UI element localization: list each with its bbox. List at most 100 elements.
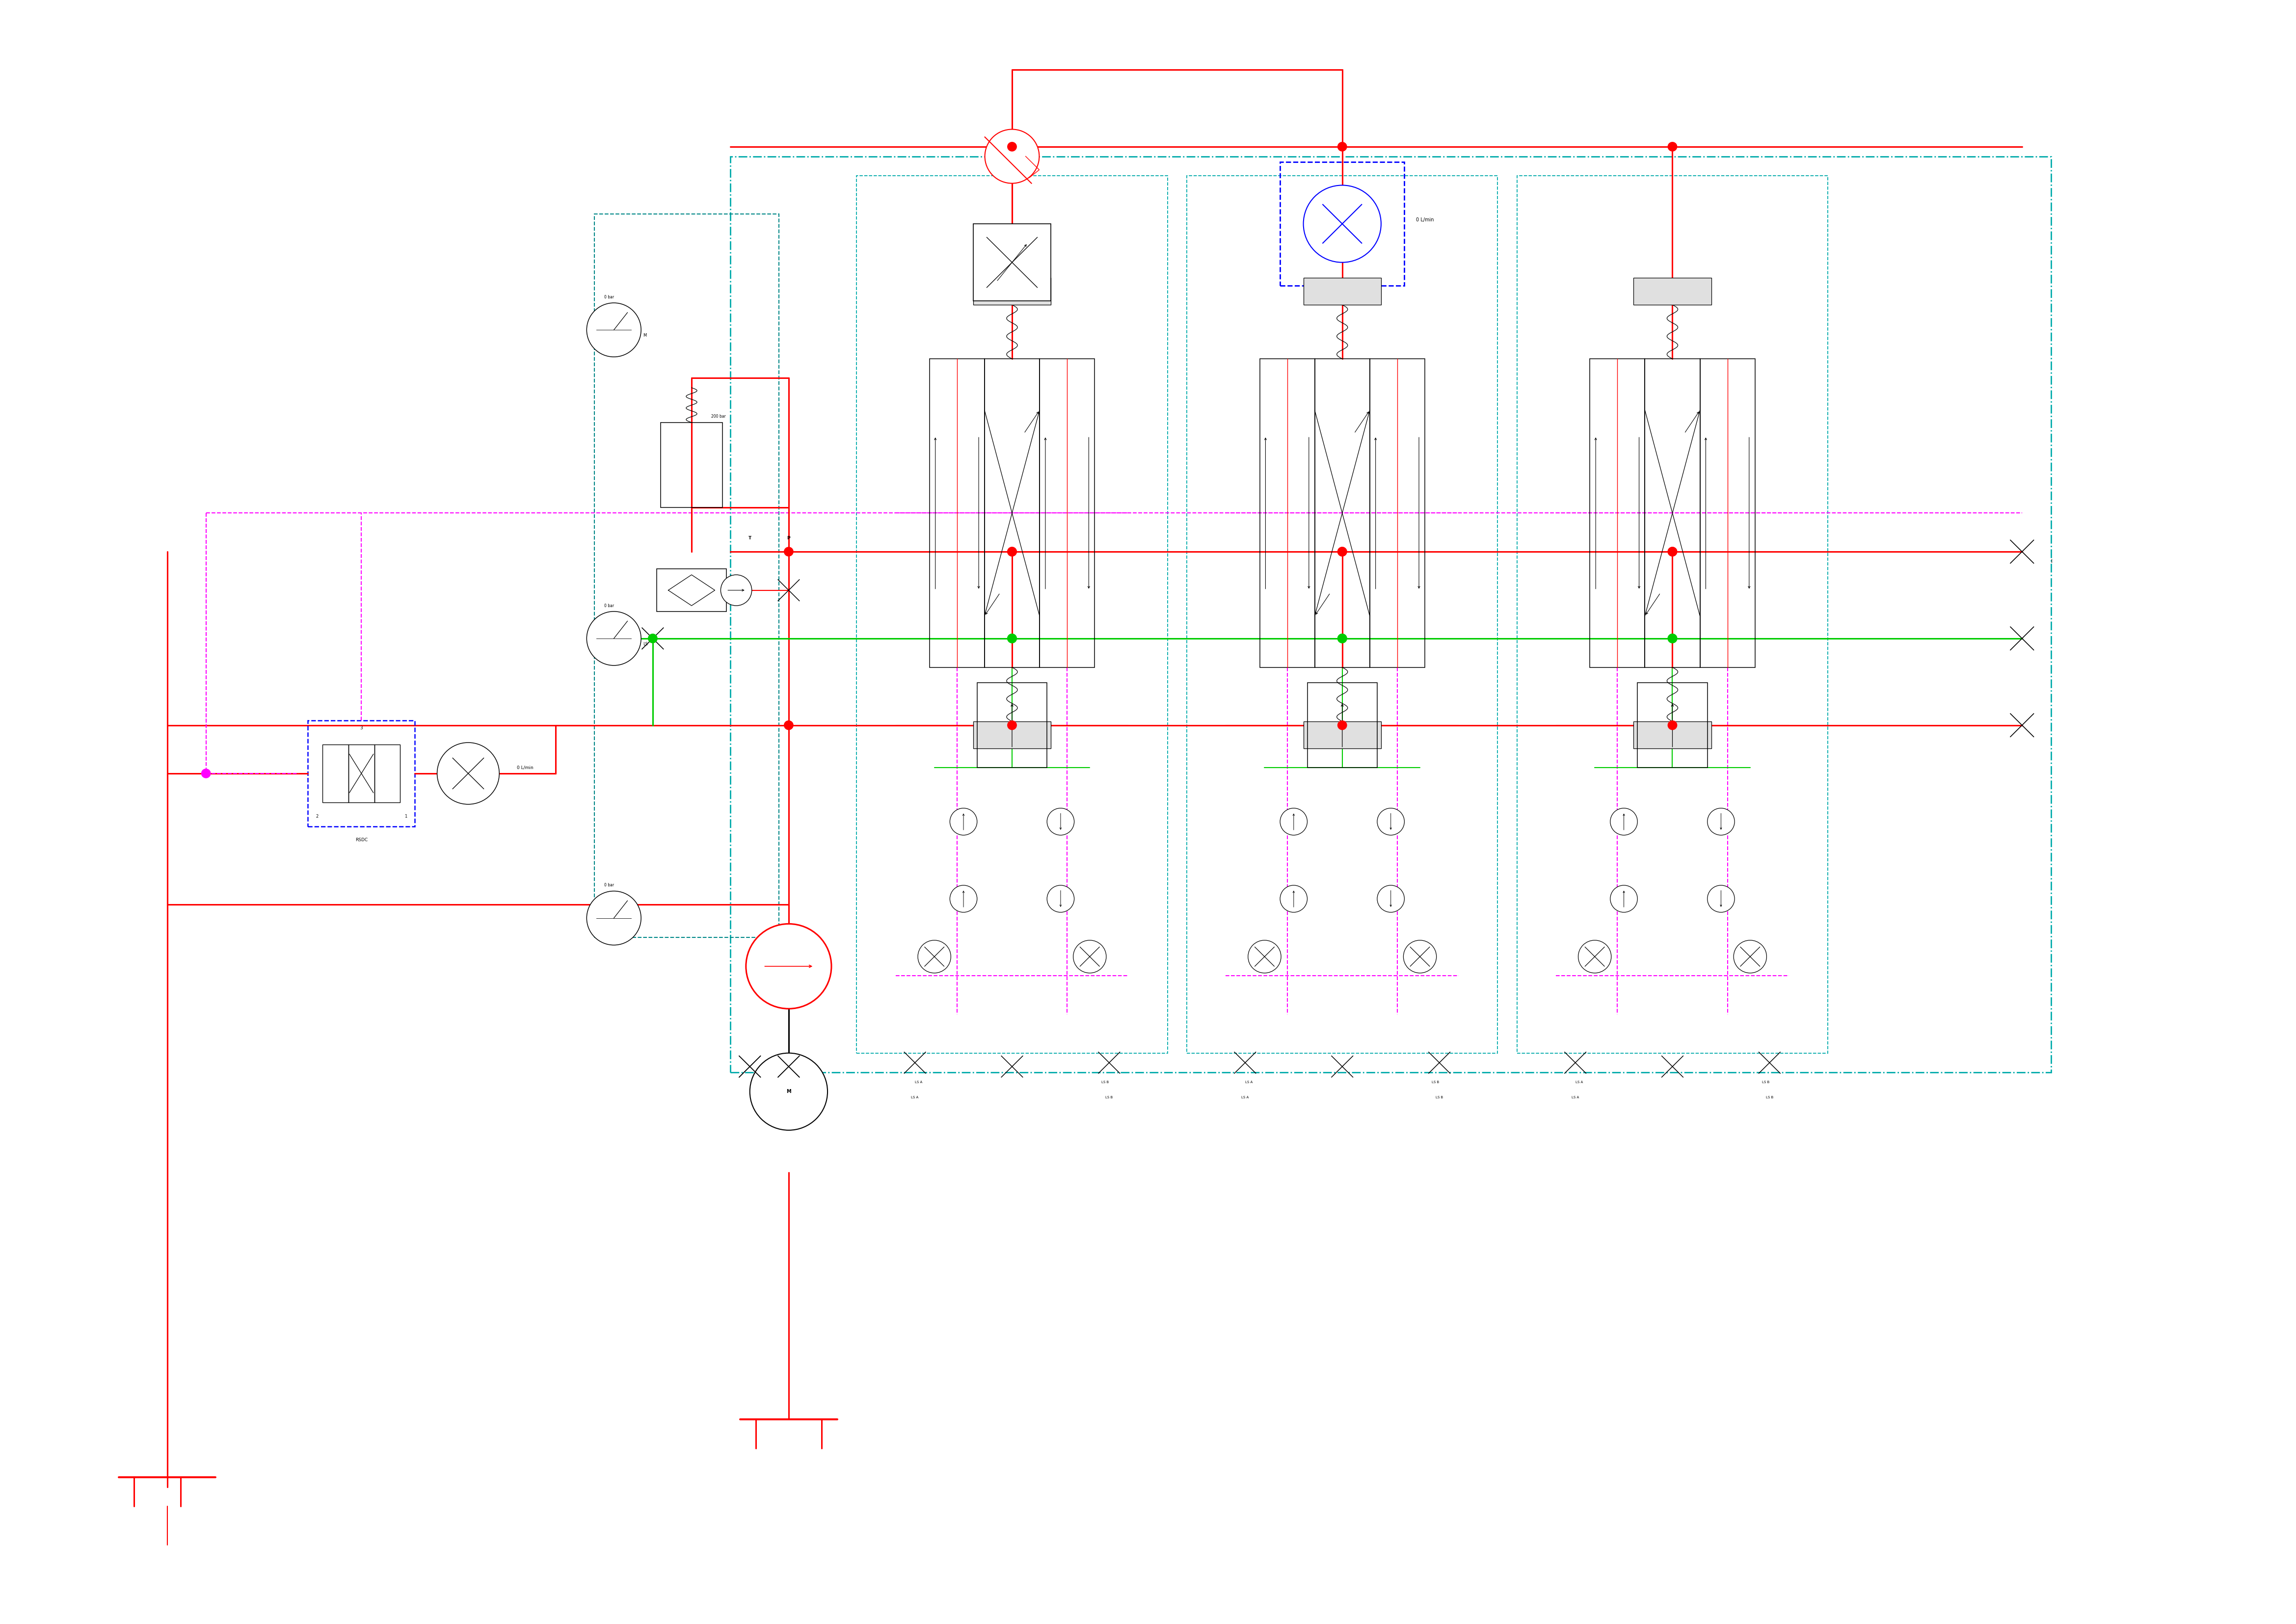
Circle shape	[588, 612, 641, 666]
Circle shape	[1667, 547, 1678, 557]
Circle shape	[588, 892, 641, 945]
Circle shape	[1281, 885, 1306, 913]
Circle shape	[1609, 885, 1637, 913]
Text: LS B: LS B	[1435, 1096, 1444, 1099]
Text: P: P	[788, 536, 790, 541]
Circle shape	[783, 547, 794, 557]
Circle shape	[436, 742, 498, 804]
Bar	[657, 568, 726, 612]
Circle shape	[951, 809, 978, 835]
Circle shape	[1008, 633, 1017, 643]
Circle shape	[1336, 721, 1348, 731]
Text: 0 L/min: 0 L/min	[517, 765, 533, 770]
Circle shape	[588, 304, 641, 357]
Circle shape	[1733, 940, 1766, 973]
Bar	[1632, 278, 1711, 305]
Text: 0 bar: 0 bar	[604, 883, 613, 887]
Circle shape	[1667, 721, 1678, 731]
Circle shape	[1336, 547, 1348, 557]
Circle shape	[1281, 809, 1306, 835]
Circle shape	[1336, 633, 1348, 643]
Circle shape	[1336, 141, 1348, 151]
Bar	[978, 682, 1047, 768]
Circle shape	[1609, 809, 1637, 835]
Circle shape	[951, 885, 978, 913]
Circle shape	[1403, 940, 1437, 973]
Text: 0 bar: 0 bar	[604, 604, 613, 607]
Text: 3: 3	[360, 726, 363, 731]
Circle shape	[985, 130, 1040, 184]
Text: M: M	[785, 1090, 792, 1095]
Bar	[1518, 175, 1828, 1052]
Bar	[1304, 721, 1382, 749]
Text: LS: LS	[643, 641, 647, 646]
Bar	[1187, 175, 1497, 1052]
Text: 2: 2	[317, 814, 319, 818]
Circle shape	[721, 575, 751, 606]
Text: LS A: LS A	[1244, 1080, 1254, 1083]
Circle shape	[1667, 633, 1678, 643]
Bar	[974, 278, 1052, 305]
Text: LS B: LS B	[1433, 1080, 1440, 1083]
Circle shape	[202, 768, 211, 778]
Bar	[1306, 682, 1378, 768]
Circle shape	[1008, 141, 1017, 151]
Bar	[856, 175, 1166, 1052]
Bar	[1040, 359, 1095, 667]
Circle shape	[1667, 547, 1678, 557]
Bar	[1371, 359, 1426, 667]
Bar	[1281, 162, 1405, 286]
Bar	[595, 214, 778, 937]
Circle shape	[1378, 809, 1405, 835]
Circle shape	[1047, 885, 1075, 913]
Bar	[730, 156, 2050, 1072]
Bar	[321, 744, 349, 802]
Text: LS B: LS B	[1102, 1080, 1109, 1083]
Bar	[1632, 721, 1711, 749]
Circle shape	[1336, 547, 1348, 557]
Text: M: M	[643, 333, 647, 338]
Bar	[1644, 359, 1699, 667]
Circle shape	[1072, 940, 1107, 973]
Circle shape	[1708, 885, 1733, 913]
Circle shape	[1008, 721, 1017, 731]
Circle shape	[1577, 940, 1612, 973]
Text: LS A: LS A	[1570, 1096, 1580, 1099]
Circle shape	[1667, 633, 1678, 643]
Circle shape	[1378, 885, 1405, 913]
Text: LS A: LS A	[916, 1080, 923, 1083]
Circle shape	[647, 633, 657, 643]
Bar	[974, 224, 1052, 300]
Circle shape	[1008, 547, 1017, 557]
Text: LS B: LS B	[1766, 1096, 1773, 1099]
Circle shape	[1047, 809, 1075, 835]
Bar	[1637, 682, 1708, 768]
Bar	[1699, 359, 1754, 667]
Circle shape	[1336, 633, 1348, 643]
Circle shape	[783, 721, 794, 731]
Bar	[985, 359, 1040, 667]
Bar	[1261, 359, 1316, 667]
Text: 200 bar: 200 bar	[712, 414, 726, 419]
Bar	[308, 721, 416, 827]
Text: LS A: LS A	[1242, 1096, 1249, 1099]
Bar	[661, 422, 723, 507]
Text: 0 L/min: 0 L/min	[1417, 218, 1435, 222]
Text: LS A: LS A	[1575, 1080, 1582, 1083]
Circle shape	[1008, 633, 1017, 643]
Text: LS B: LS B	[1104, 1096, 1114, 1099]
Bar	[1304, 278, 1382, 305]
Circle shape	[1008, 547, 1017, 557]
Text: 0 bar: 0 bar	[604, 296, 613, 299]
Circle shape	[1304, 185, 1382, 263]
Bar	[974, 721, 1052, 749]
Bar	[930, 359, 985, 667]
Circle shape	[751, 1052, 827, 1130]
Bar	[1589, 359, 1644, 667]
Circle shape	[1667, 141, 1678, 151]
Circle shape	[746, 924, 831, 1009]
Circle shape	[918, 940, 951, 973]
Circle shape	[1708, 809, 1733, 835]
Bar	[1316, 359, 1371, 667]
Circle shape	[1249, 940, 1281, 973]
